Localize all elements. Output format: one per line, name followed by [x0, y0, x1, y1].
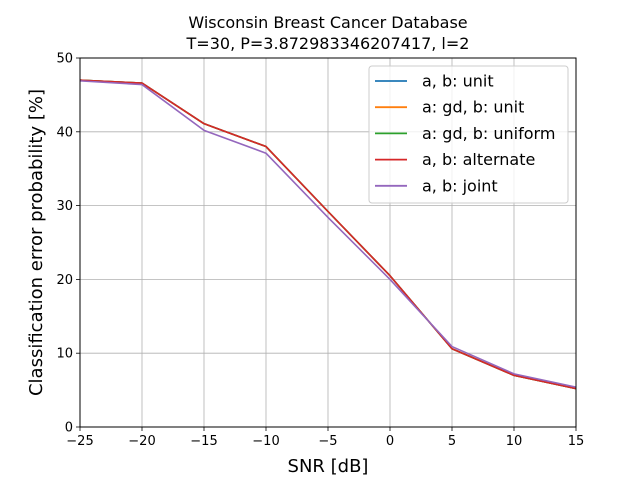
x-tick-label: −5 — [318, 434, 337, 449]
x-tick-label: 10 — [506, 434, 523, 449]
legend-label: a, b: joint — [422, 176, 498, 195]
series-line-5 — [79, 80, 577, 388]
legend-label: a, b: alternate — [422, 150, 535, 169]
chart-title: Wisconsin Breast Cancer Database — [188, 13, 467, 32]
series-lines — [79, 79, 577, 390]
y-tick-label: 20 — [56, 273, 73, 288]
x-tick-label: 15 — [568, 434, 585, 449]
y-tick-label: 0 — [65, 421, 73, 436]
legend-box — [368, 65, 569, 204]
y-tick-label: 10 — [56, 347, 73, 362]
x-tick-label: −20 — [128, 434, 155, 449]
chart-subtitle: T=30, P=3.872983346207417, l=2 — [186, 34, 470, 53]
y-tick-label: 40 — [56, 125, 73, 140]
y-tick-label: 50 — [56, 52, 73, 67]
x-tick-label: −10 — [252, 434, 279, 449]
legend: a, b: unit a: gd, b: unit a: gd, b: unifor… — [368, 65, 569, 204]
x-tick-label: 5 — [448, 434, 456, 449]
y-tick-label: 30 — [56, 199, 73, 214]
x-tick-label: −25 — [66, 434, 93, 449]
x-tick-label: 0 — [386, 434, 394, 449]
x-tick-label: −15 — [190, 434, 217, 449]
legend-label: a: gd, b: uniform — [422, 124, 555, 143]
x-axis-label: SNR [dB] — [288, 456, 369, 477]
series-line-4 — [79, 79, 577, 390]
legend-label: a, b: unit — [422, 72, 494, 91]
y-axis-label: Classification error probability [%] — [26, 89, 47, 396]
ticks: −25 −20 −15 −10 −5 0 5 10 15 0 10 20 30 40 50 — [56, 52, 584, 450]
legend-label: a: gd, b: unit — [422, 98, 524, 117]
